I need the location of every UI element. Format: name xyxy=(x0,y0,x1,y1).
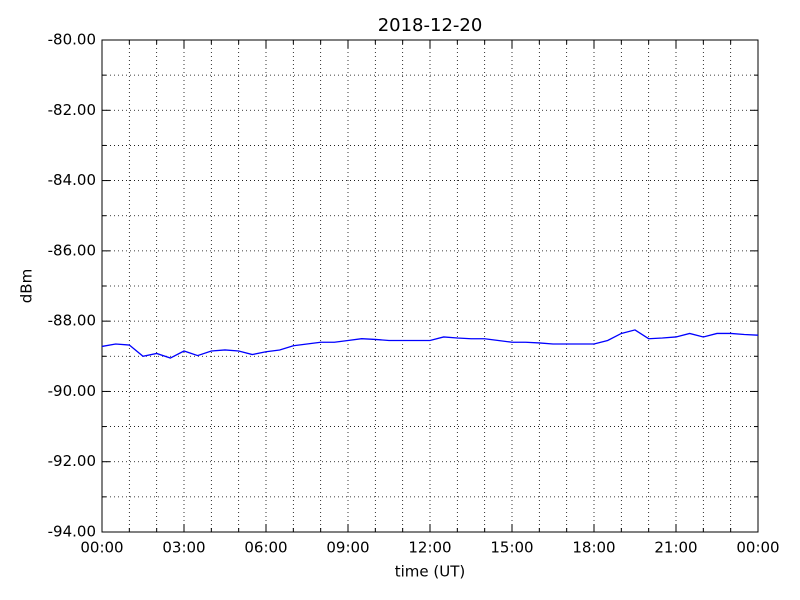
x-tick-label: 03:00 xyxy=(162,539,205,557)
y-tick-label: -86.00 xyxy=(48,241,96,259)
y-tick-label: -94.00 xyxy=(48,523,96,541)
x-tick-label: 09:00 xyxy=(326,539,369,557)
chart-title: 2018-12-20 xyxy=(378,15,483,36)
x-tick-label: 12:00 xyxy=(408,539,451,557)
x-tick-label: 21:00 xyxy=(654,539,697,557)
x-axis-label: time (UT) xyxy=(395,563,466,581)
x-tick-label: 00:00 xyxy=(736,539,779,557)
y-tick-label: -88.00 xyxy=(48,312,96,330)
x-tick-label: 18:00 xyxy=(572,539,615,557)
y-axis-label: dBm xyxy=(18,269,36,303)
x-tick-label: 00:00 xyxy=(80,539,123,557)
y-tick-label: -80.00 xyxy=(48,31,96,49)
x-tick-label: 06:00 xyxy=(244,539,287,557)
y-tick-label: -82.00 xyxy=(48,101,96,119)
plot-frame xyxy=(101,39,759,533)
x-tick-label: 15:00 xyxy=(490,539,533,557)
y-tick-label: -84.00 xyxy=(48,171,96,189)
y-tick-label: -92.00 xyxy=(48,452,96,470)
data-line xyxy=(101,329,759,359)
y-tick-label: -90.00 xyxy=(48,382,96,400)
